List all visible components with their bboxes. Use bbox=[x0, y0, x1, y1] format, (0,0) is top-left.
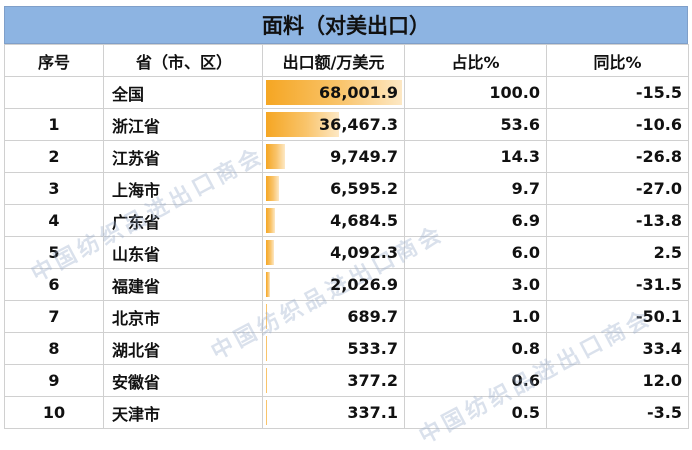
data-bar bbox=[266, 208, 275, 233]
data-bar bbox=[266, 240, 274, 265]
cell-export-value: 377.2 bbox=[347, 371, 398, 390]
cell-export: 337.1 bbox=[262, 396, 405, 429]
header-export: 出口额/万美元 bbox=[262, 44, 405, 77]
export-table: 序号 省（市、区） 出口额/万美元 占比% 同比% 全国 68,001.9 100.… bbox=[4, 44, 689, 429]
cell-rank: 9 bbox=[4, 364, 104, 397]
cell-share: 100.0 bbox=[404, 76, 547, 109]
cell-yoy: -50.1 bbox=[546, 300, 689, 333]
cell-yoy: -27.0 bbox=[546, 172, 689, 205]
cell-rank: 1 bbox=[4, 108, 104, 141]
table-row: 10 天津市 337.1 0.5 -3.5 bbox=[4, 396, 689, 429]
table-row: 9 安徽省 377.2 0.6 12.0 bbox=[4, 364, 689, 397]
cell-share: 1.0 bbox=[404, 300, 547, 333]
cell-rank: 7 bbox=[4, 300, 104, 333]
cell-province: 浙江省 bbox=[103, 108, 263, 141]
cell-export: 689.7 bbox=[262, 300, 405, 333]
data-bar bbox=[266, 144, 285, 169]
cell-yoy: 33.4 bbox=[546, 332, 689, 365]
cell-export-value: 689.7 bbox=[347, 307, 398, 326]
cell-rank: 10 bbox=[4, 396, 104, 429]
cell-yoy: 12.0 bbox=[546, 364, 689, 397]
cell-province: 江苏省 bbox=[103, 140, 263, 173]
cell-yoy: -31.5 bbox=[546, 268, 689, 301]
cell-export-value: 337.1 bbox=[347, 403, 398, 422]
cell-yoy: -13.8 bbox=[546, 204, 689, 237]
table-row: 全国 68,001.9 100.0 -15.5 bbox=[4, 76, 689, 109]
cell-rank bbox=[4, 76, 104, 109]
cell-share: 53.6 bbox=[404, 108, 547, 141]
cell-export-value: 4,684.5 bbox=[330, 211, 398, 230]
cell-export: 4,092.3 bbox=[262, 236, 405, 269]
cell-rank: 6 bbox=[4, 268, 104, 301]
cell-export-value: 2,026.9 bbox=[330, 275, 398, 294]
cell-export: 6,595.2 bbox=[262, 172, 405, 205]
header-rank: 序号 bbox=[4, 44, 104, 77]
table-row: 6 福建省 2,026.9 3.0 -31.5 bbox=[4, 268, 689, 301]
cell-yoy: 2.5 bbox=[546, 236, 689, 269]
cell-yoy: -10.6 bbox=[546, 108, 689, 141]
cell-export: 36,467.3 bbox=[262, 108, 405, 141]
cell-province: 全国 bbox=[103, 76, 263, 109]
cell-export-value: 533.7 bbox=[347, 339, 398, 358]
cell-province: 广东省 bbox=[103, 204, 263, 237]
data-bar bbox=[266, 336, 267, 361]
data-bar bbox=[266, 304, 267, 329]
cell-province: 北京市 bbox=[103, 300, 263, 333]
cell-yoy: -26.8 bbox=[546, 140, 689, 173]
table-row: 3 上海市 6,595.2 9.7 -27.0 bbox=[4, 172, 689, 205]
cell-export: 4,684.5 bbox=[262, 204, 405, 237]
cell-export-value: 4,092.3 bbox=[330, 243, 398, 262]
data-bar bbox=[266, 400, 267, 425]
cell-province: 山东省 bbox=[103, 236, 263, 269]
table-row: 4 广东省 4,684.5 6.9 -13.8 bbox=[4, 204, 689, 237]
cell-share: 3.0 bbox=[404, 268, 547, 301]
cell-province: 天津市 bbox=[103, 396, 263, 429]
table-row: 5 山东省 4,092.3 6.0 2.5 bbox=[4, 236, 689, 269]
table-title: 面料（对美出口） bbox=[4, 6, 688, 44]
cell-share: 6.9 bbox=[404, 204, 547, 237]
cell-export: 377.2 bbox=[262, 364, 405, 397]
cell-export-value: 36,467.3 bbox=[319, 115, 398, 134]
data-bar bbox=[266, 176, 279, 201]
cell-province: 湖北省 bbox=[103, 332, 263, 365]
cell-export: 9,749.7 bbox=[262, 140, 405, 173]
cell-province: 安徽省 bbox=[103, 364, 263, 397]
cell-yoy: -15.5 bbox=[546, 76, 689, 109]
table-row: 1 浙江省 36,467.3 53.6 -10.6 bbox=[4, 108, 689, 141]
cell-province: 福建省 bbox=[103, 268, 263, 301]
cell-rank: 5 bbox=[4, 236, 104, 269]
cell-share: 0.6 bbox=[404, 364, 547, 397]
header-row: 序号 省（市、区） 出口额/万美元 占比% 同比% bbox=[4, 44, 689, 77]
header-province: 省（市、区） bbox=[103, 44, 263, 77]
cell-share: 14.3 bbox=[404, 140, 547, 173]
cell-rank: 8 bbox=[4, 332, 104, 365]
table-row: 7 北京市 689.7 1.0 -50.1 bbox=[4, 300, 689, 333]
table-row: 8 湖北省 533.7 0.8 33.4 bbox=[4, 332, 689, 365]
cell-yoy: -3.5 bbox=[546, 396, 689, 429]
data-bar bbox=[266, 80, 402, 105]
data-bar bbox=[266, 272, 270, 297]
cell-share: 6.0 bbox=[404, 236, 547, 269]
table-row: 2 江苏省 9,749.7 14.3 -26.8 bbox=[4, 140, 689, 173]
cell-export: 2,026.9 bbox=[262, 268, 405, 301]
cell-rank: 4 bbox=[4, 204, 104, 237]
cell-province: 上海市 bbox=[103, 172, 263, 205]
data-bar bbox=[266, 112, 339, 137]
cell-export: 533.7 bbox=[262, 332, 405, 365]
cell-share: 9.7 bbox=[404, 172, 547, 205]
header-yoy: 同比% bbox=[546, 44, 689, 77]
cell-share: 0.5 bbox=[404, 396, 547, 429]
header-share: 占比% bbox=[404, 44, 547, 77]
cell-export-value: 9,749.7 bbox=[330, 147, 398, 166]
cell-rank: 2 bbox=[4, 140, 104, 173]
cell-export-value: 6,595.2 bbox=[330, 179, 398, 198]
cell-export: 68,001.9 bbox=[262, 76, 405, 109]
cell-share: 0.8 bbox=[404, 332, 547, 365]
cell-export-value: 68,001.9 bbox=[319, 83, 398, 102]
data-bar bbox=[266, 368, 267, 393]
cell-rank: 3 bbox=[4, 172, 104, 205]
